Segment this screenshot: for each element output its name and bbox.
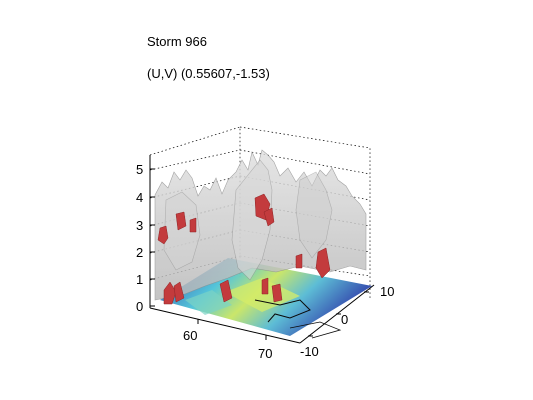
core-cell bbox=[189, 217, 197, 233]
z-tick-label: 2 bbox=[136, 245, 143, 260]
floor-contour bbox=[289, 321, 342, 339]
core-cell bbox=[315, 247, 331, 279]
core-cell bbox=[263, 207, 275, 227]
core-cell bbox=[157, 225, 169, 245]
core-cell bbox=[163, 281, 177, 305]
back-wall-right-grid bbox=[239, 126, 371, 300]
z-tick-label: 5 bbox=[136, 162, 143, 177]
core-cell bbox=[261, 277, 269, 295]
tick-labels: 0 1 2 3 4 5 60 70 -10 0 10 bbox=[136, 162, 394, 361]
z-tick-label: 4 bbox=[136, 190, 143, 205]
core-cell bbox=[173, 281, 185, 303]
x-axis-line bbox=[149, 307, 301, 344]
floor-contour bbox=[254, 299, 311, 323]
floor-hotspot bbox=[185, 290, 232, 315]
chart-title: Storm 966 bbox=[147, 34, 207, 49]
isosurface-ridge bbox=[163, 191, 201, 271]
isosurface-ridge bbox=[231, 159, 273, 281]
floor-hotspot bbox=[225, 278, 300, 312]
isosurface-ridge bbox=[295, 171, 333, 259]
isosurface bbox=[154, 149, 367, 301]
y-tick-label: 0 bbox=[341, 312, 348, 327]
grid-line bbox=[149, 149, 241, 171]
z-tick-label: 0 bbox=[136, 299, 143, 314]
core-cell bbox=[295, 253, 303, 269]
core-cell bbox=[219, 279, 233, 303]
grid-line bbox=[149, 175, 241, 199]
chart-subtitle: (U,V) (0.55607,-1.53) bbox=[147, 66, 270, 81]
z-tick-label: 3 bbox=[136, 218, 143, 233]
axes bbox=[149, 155, 375, 344]
y-tick-label: -10 bbox=[300, 344, 319, 359]
z-tick-label: 1 bbox=[136, 272, 143, 287]
core-isosurfaces bbox=[157, 193, 331, 305]
core-cell bbox=[271, 283, 283, 303]
core-cell bbox=[175, 211, 187, 231]
x-tick-label: 60 bbox=[183, 328, 197, 343]
x-tick-label: 70 bbox=[258, 346, 272, 361]
y-tick-label: 10 bbox=[380, 284, 394, 299]
